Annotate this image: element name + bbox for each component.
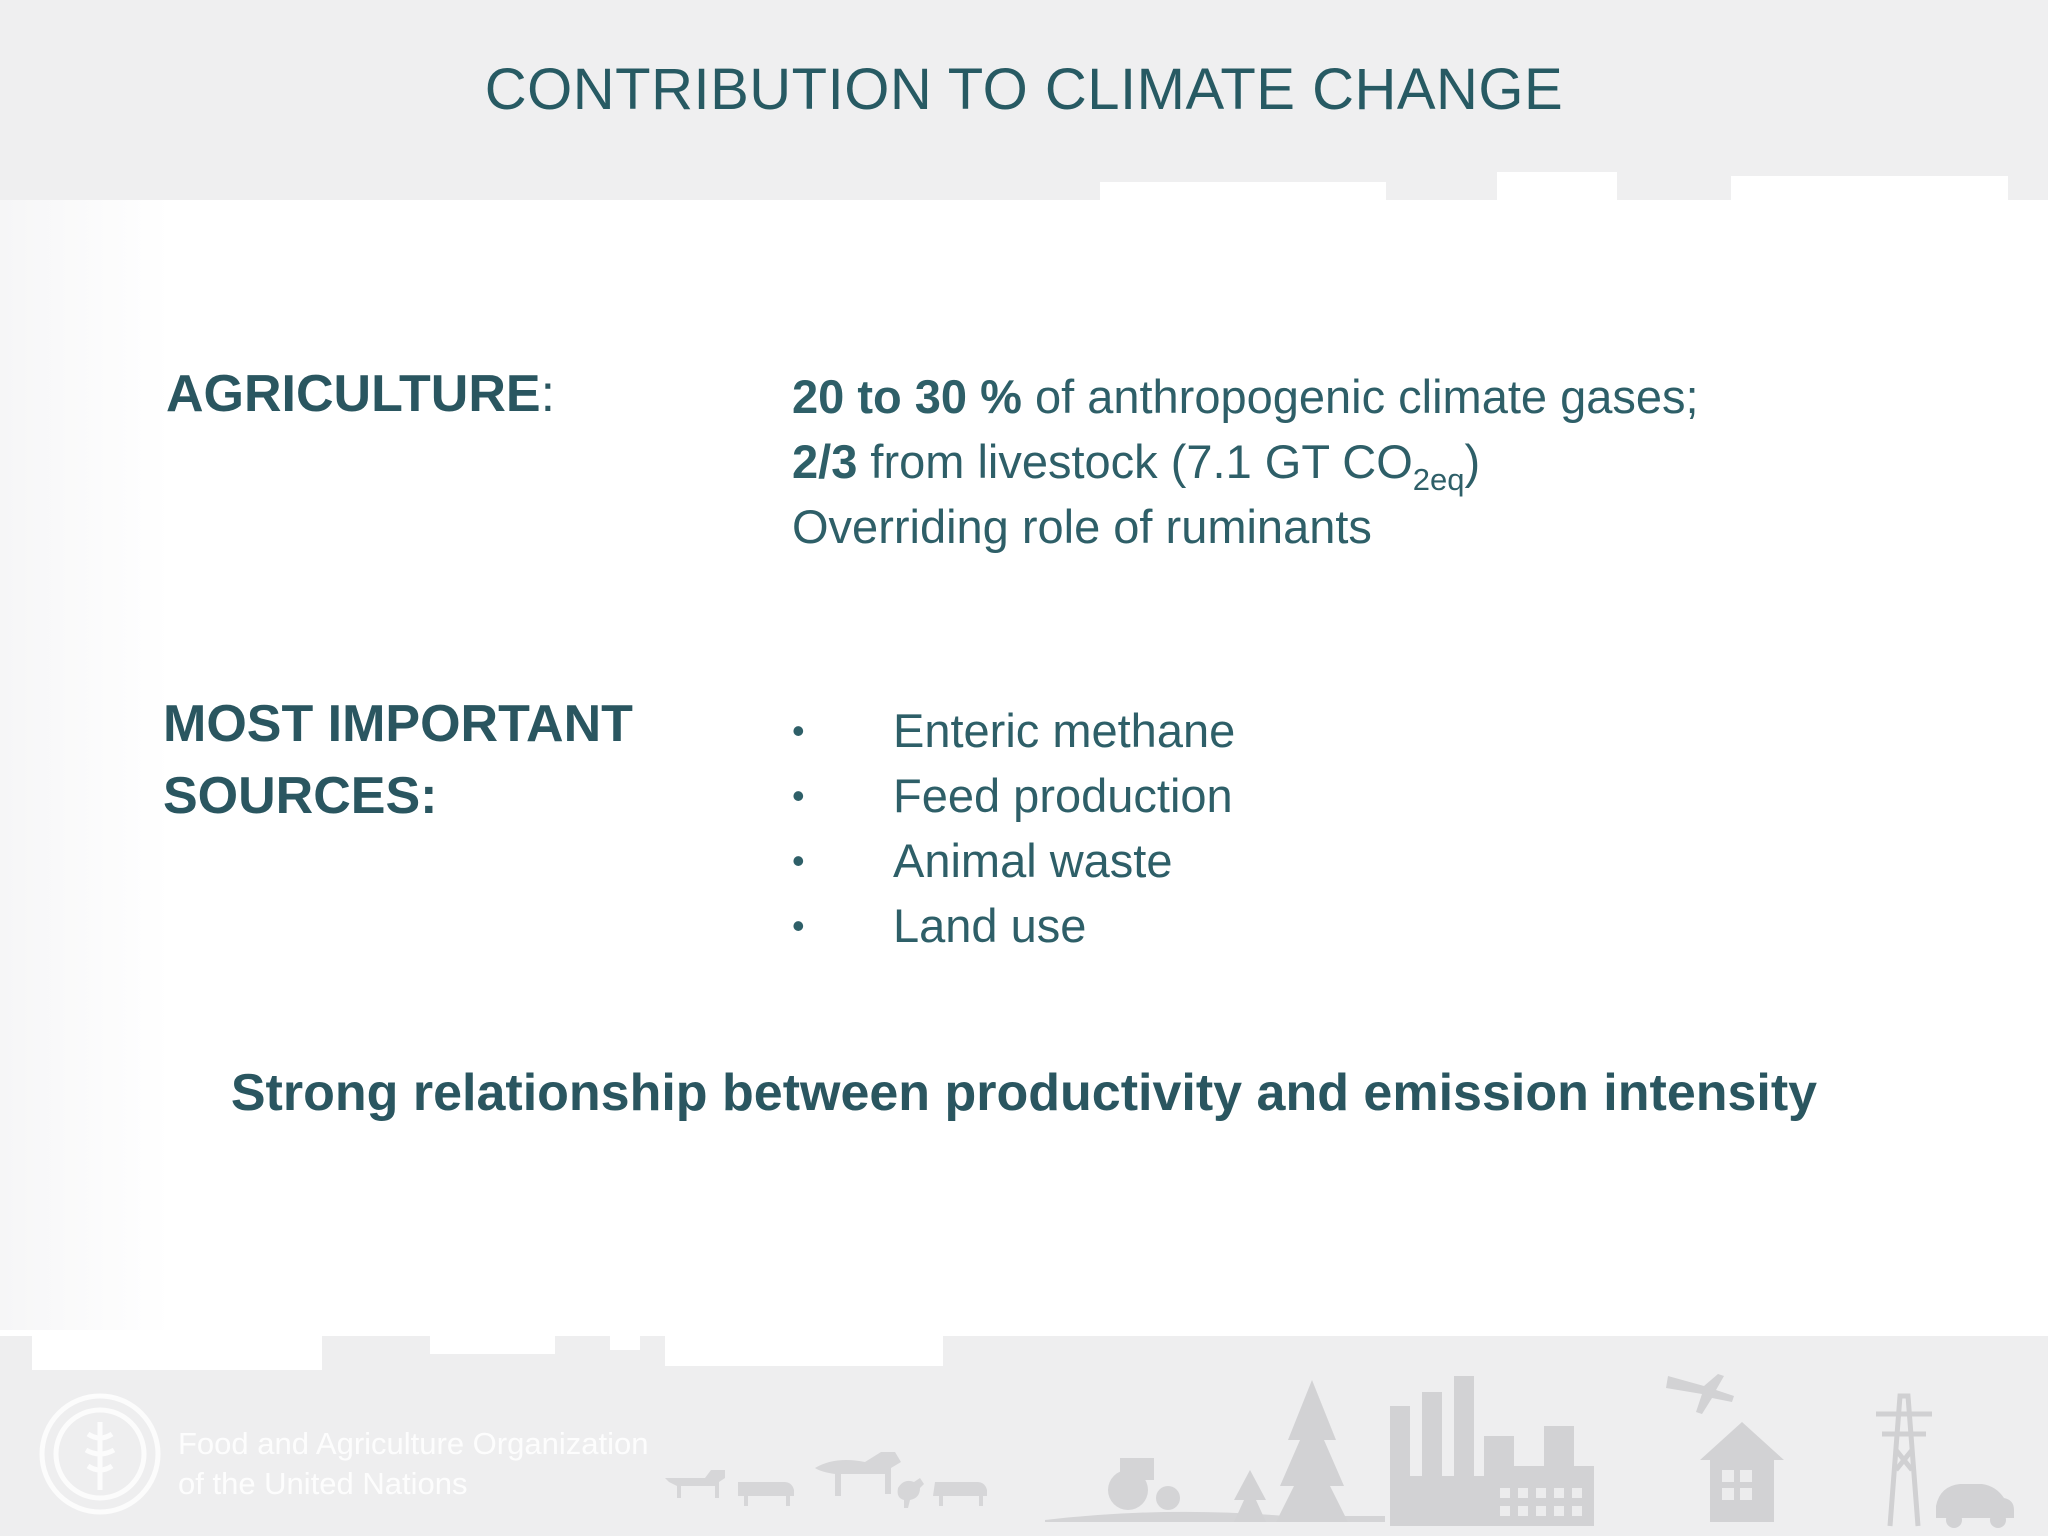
bullet-icon: • [792,710,805,751]
bullet-icon: • [792,840,805,881]
fao-logo-icon [39,1393,161,1515]
slide-title: CONTRIBUTION TO CLIMATE CHANGE [484,57,1564,122]
stat-line-livestock: 2/3 from livestock (7.1 GT CO2eq) [792,435,1481,497]
footer-band [0,1336,2048,1536]
bullet-icon: • [792,775,805,816]
bullet-icon: • [792,905,805,946]
conclusion-text: Strong relationship between productivity… [230,1064,1818,1122]
stat-line-ruminants: Overriding role of ruminants [792,500,1372,553]
agriculture-stats: 20 to 30 % of anthropogenic climate gase… [792,364,1699,559]
sources-list: • Enteric methane • Feed production • Anima… [786,698,1235,958]
sources-label: MOST IMPORTANT SOURCES: [163,695,633,825]
list-item: • Enteric methane [786,698,1235,763]
organization-name: Food and Agriculture Organization of the… [178,1426,649,1501]
list-item: • Feed production [786,763,1235,828]
left-edge-shade [0,200,170,1340]
header-band [0,0,2048,200]
list-item: • Animal waste [786,828,1235,893]
content-area [0,200,2048,1336]
footer-illustration [0,1330,2048,1528]
stat-line-share: 20 to 30 % of anthropogenic climate gase… [792,370,1699,423]
agriculture-label: AGRICULTURE: [166,365,556,423]
list-item: • Land use [786,893,1235,958]
